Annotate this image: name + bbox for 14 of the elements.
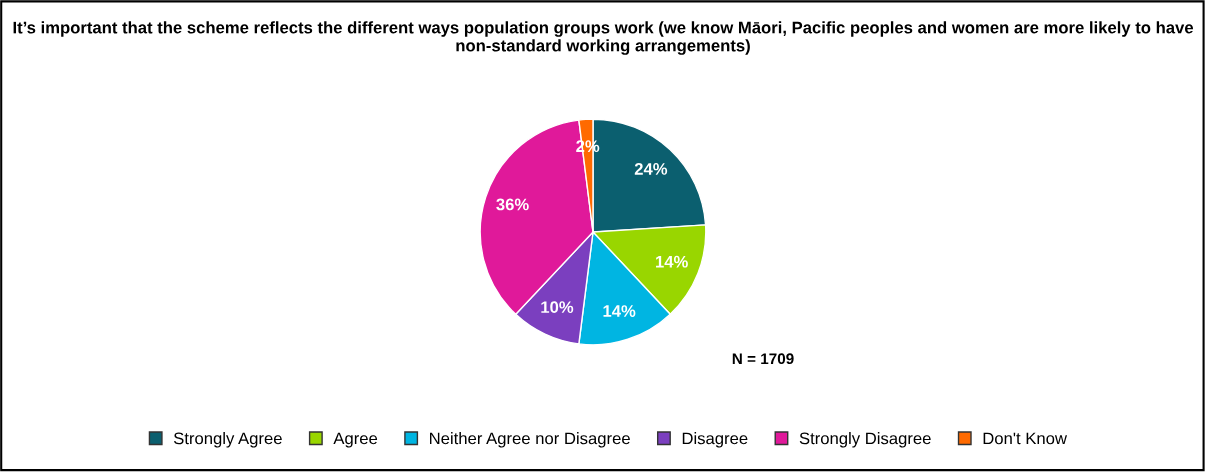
text: N = 1709 [732, 353, 794, 365]
data-label: 10% [541, 301, 574, 314]
legend-label: Neither Agree nor Disagree [430, 432, 630, 448]
data-label: 2% [576, 140, 600, 153]
legend-label: Don't Know [983, 432, 1068, 445]
data-label: 36% [496, 198, 529, 211]
legend-label: Strongly Disagree [799, 432, 931, 448]
data-label: 14% [603, 305, 636, 317]
legend-label: Strongly Agree [173, 432, 282, 448]
data-label: 14% [656, 255, 688, 268]
legend-label: Disagree [682, 432, 748, 448]
legend-label: Agree [333, 432, 378, 448]
data-label: 24% [634, 163, 668, 175]
chart-title: It’s important that the scheme reflects the different ways population groups work (we know Māori, Pacific peoples and women are more likely to have non-standard working arrangements) [13, 21, 1194, 55]
